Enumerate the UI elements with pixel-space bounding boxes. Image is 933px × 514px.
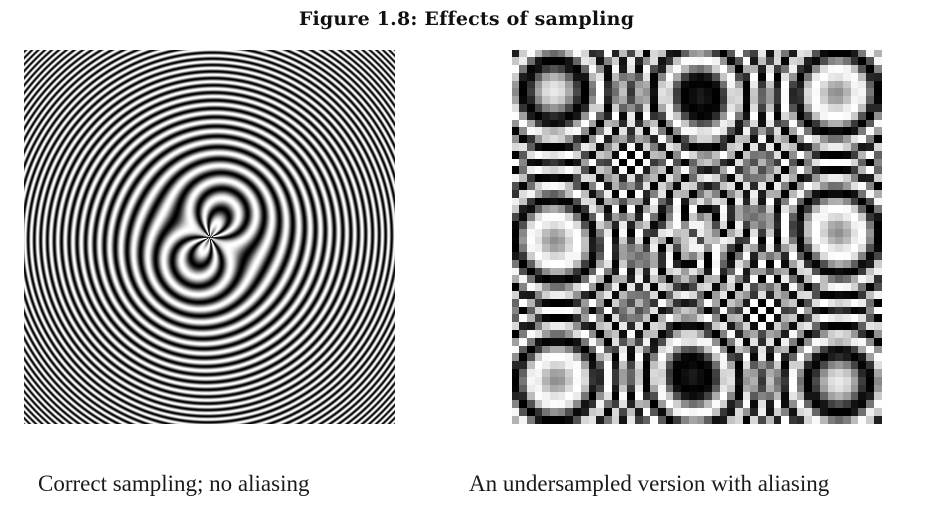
swirl-pattern-aliased xyxy=(512,50,882,424)
undersampled-image xyxy=(512,50,882,424)
swirl-pattern-full-resolution xyxy=(24,50,395,424)
caption-undersampled: An undersampled version with aliasing xyxy=(469,471,830,496)
caption-correct-sampling: Correct sampling; no aliasing xyxy=(38,471,310,496)
correct-sampling-image xyxy=(24,50,395,424)
figure-title: Figure 1.8: Effects of sampling xyxy=(298,8,635,30)
